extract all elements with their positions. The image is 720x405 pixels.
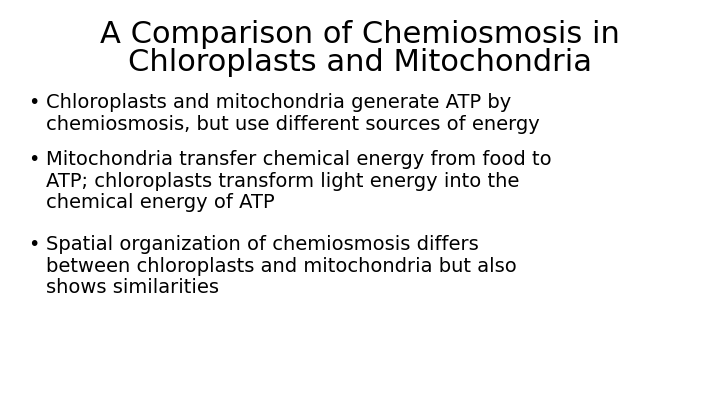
Text: Spatial organization of chemiosmosis differs: Spatial organization of chemiosmosis dif… [46,235,479,254]
Text: chemiosmosis, but use different sources of energy: chemiosmosis, but use different sources … [46,115,540,134]
Text: A Comparison of Chemiosmosis in: A Comparison of Chemiosmosis in [100,20,620,49]
Text: ATP; chloroplasts transform light energy into the: ATP; chloroplasts transform light energy… [46,172,519,191]
Text: between chloroplasts and mitochondria but also: between chloroplasts and mitochondria bu… [46,257,517,276]
Text: Chloroplasts and Mitochondria: Chloroplasts and Mitochondria [128,48,592,77]
Text: •: • [28,150,40,169]
Text: shows similarities: shows similarities [46,278,219,297]
Text: •: • [28,235,40,254]
Text: Chloroplasts and mitochondria generate ATP by: Chloroplasts and mitochondria generate A… [46,93,511,112]
Text: Mitochondria transfer chemical energy from food to: Mitochondria transfer chemical energy fr… [46,150,552,169]
Text: chemical energy of ATP: chemical energy of ATP [46,194,274,212]
Text: •: • [28,93,40,112]
